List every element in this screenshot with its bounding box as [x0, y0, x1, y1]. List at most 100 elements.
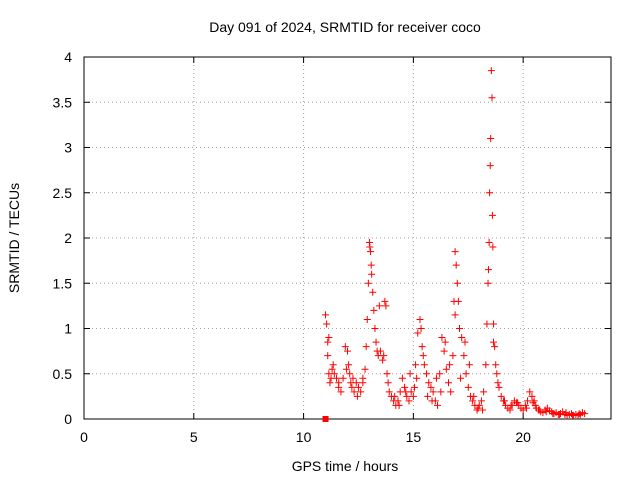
axis-ticks: 0 5 10 15 20 0 0.5 1 1.5 2 2.5 3 3.5 4 [53, 49, 611, 445]
data-point [485, 239, 493, 247]
data-point [455, 325, 463, 332]
y-tick-label: 3.5 [53, 94, 73, 110]
data-point [352, 379, 360, 387]
data-point [348, 383, 356, 391]
data-point [366, 243, 374, 251]
data-point [480, 388, 488, 396]
data-point [497, 392, 505, 400]
data-point [555, 410, 563, 418]
data-point [349, 374, 357, 382]
data-point [483, 320, 491, 328]
data-point [413, 374, 421, 382]
data-point [354, 383, 362, 391]
data-point [506, 406, 514, 414]
data-point [367, 248, 375, 256]
data-point [549, 410, 557, 418]
data-point [501, 397, 509, 405]
data-point [524, 397, 532, 405]
data-point [369, 288, 377, 296]
data-point [324, 352, 332, 360]
x-tick-label: 0 [80, 429, 88, 445]
data-point [337, 388, 345, 396]
data-point [453, 279, 461, 287]
data-point-square [322, 416, 329, 422]
data-point [394, 397, 402, 405]
data-point [454, 297, 462, 305]
data-point [470, 392, 478, 400]
y-tick-label: 4 [64, 49, 72, 65]
data-point [494, 379, 502, 387]
data-point [514, 399, 522, 407]
data-point [398, 374, 406, 382]
data-point [528, 392, 536, 400]
data-point [409, 392, 417, 400]
data-point [353, 392, 361, 400]
data-point [429, 388, 437, 396]
data-point [441, 338, 449, 346]
data-point [487, 134, 495, 142]
data-point [405, 397, 413, 405]
data-point [447, 388, 455, 396]
data-point [489, 243, 497, 251]
data-point [486, 189, 494, 197]
data-point [457, 374, 465, 382]
data-point [484, 266, 492, 274]
data-point [385, 388, 393, 396]
data-point [507, 401, 515, 409]
data-point [530, 397, 538, 405]
data-point [493, 370, 501, 378]
data-point [529, 399, 537, 407]
data-point [432, 374, 440, 382]
data-point [381, 297, 389, 305]
data-points [322, 67, 589, 422]
data-point [526, 388, 534, 396]
data-point [384, 379, 392, 387]
y-tick-label: 3 [64, 140, 72, 156]
data-point [363, 315, 371, 323]
data-point [410, 383, 418, 391]
data-point [403, 392, 411, 400]
data-point [492, 361, 500, 369]
data-point [414, 329, 422, 337]
data-point [488, 211, 496, 219]
y-tick-label: 0 [64, 411, 72, 427]
data-point [380, 352, 388, 360]
chart-title: Day 091 of 2024, SRMTID for receiver coc… [209, 19, 481, 35]
data-point [486, 162, 494, 170]
data-point [464, 383, 472, 391]
data-point [401, 383, 409, 391]
data-point [458, 334, 466, 342]
data-point [423, 370, 431, 378]
y-axis-label: SRMTID / TECUs [6, 183, 22, 293]
data-point [350, 388, 358, 396]
y-tick-label: 2 [64, 230, 72, 246]
data-point [482, 361, 490, 369]
data-point [344, 347, 351, 355]
grid-lines [84, 57, 611, 419]
data-point [368, 270, 376, 278]
data-point [491, 343, 499, 351]
data-point [575, 410, 583, 418]
data-point [425, 379, 433, 387]
data-point [461, 338, 469, 346]
data-point [418, 343, 426, 351]
data-point [487, 67, 495, 75]
data-point [445, 379, 453, 387]
data-point [333, 374, 341, 382]
x-tick-label: 5 [190, 429, 198, 445]
data-point [326, 379, 334, 387]
data-point [328, 365, 336, 373]
data-point [370, 306, 378, 314]
data-point [542, 408, 550, 416]
data-point [371, 325, 379, 332]
data-point [330, 370, 338, 378]
data-point [428, 397, 436, 405]
x-tick-label: 20 [515, 429, 531, 445]
data-point [519, 406, 527, 414]
y-tick-label: 1.5 [53, 275, 73, 291]
data-point [420, 361, 428, 369]
data-point [323, 320, 331, 328]
y-tick-label: 0.5 [53, 366, 73, 382]
data-point [488, 94, 496, 102]
data-point [437, 388, 445, 396]
